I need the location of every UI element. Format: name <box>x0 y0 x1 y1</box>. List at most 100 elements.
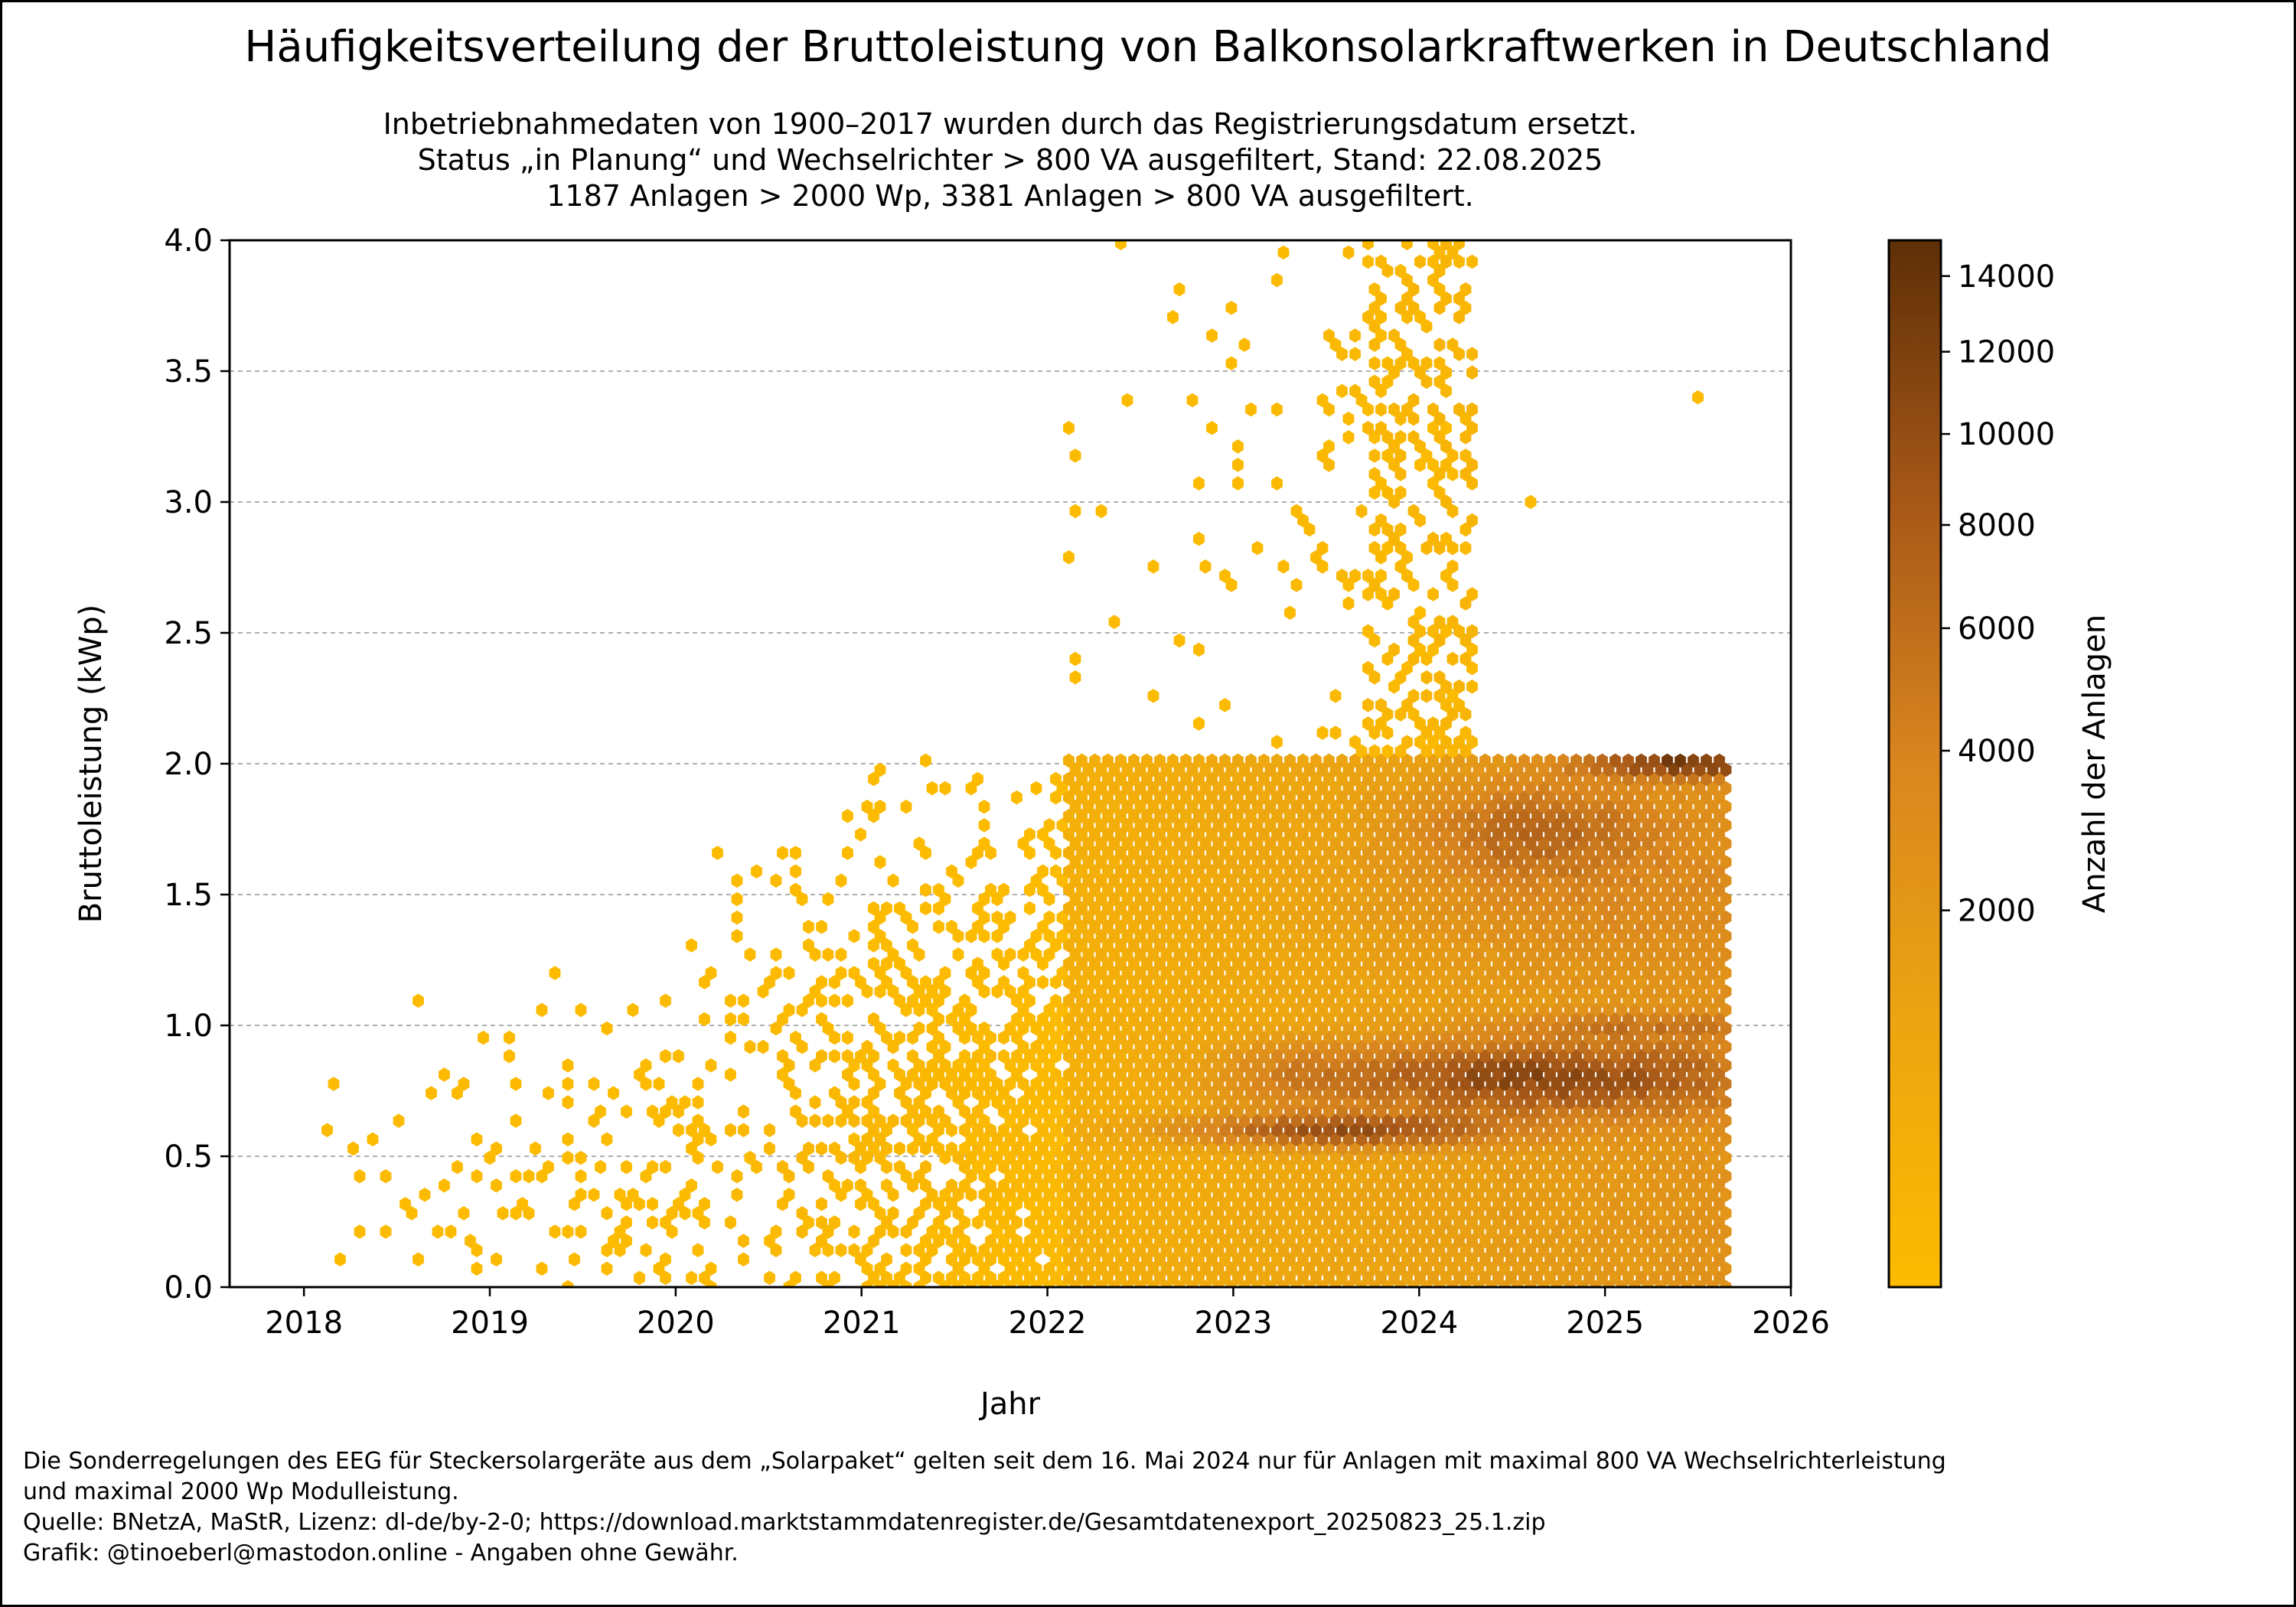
hexbin-cell <box>1173 818 1186 833</box>
hexbin-cell <box>1629 1150 1641 1165</box>
hexbin-cell <box>1011 1012 1022 1027</box>
hexbin-cell <box>1577 1002 1589 1018</box>
hexbin-cell <box>1303 1113 1316 1128</box>
hexbin-cell <box>1459 725 1472 740</box>
hexbin-cell <box>1069 670 1081 685</box>
hexbin-cell <box>1531 809 1543 823</box>
hexbin-cell <box>1642 818 1654 833</box>
hexbin-cell <box>588 1077 600 1091</box>
hexbin-cell <box>1362 1048 1374 1064</box>
hexbin-cell <box>1102 1270 1114 1286</box>
hexbin-cell <box>1394 836 1407 851</box>
hexbin-cell <box>1407 504 1420 519</box>
hexbin-cell <box>549 966 561 980</box>
hexbin-cell <box>1675 1197 1686 1211</box>
hexbin-cell <box>1564 1002 1576 1018</box>
hexbin-cell <box>1206 1141 1218 1156</box>
hexbin-cell <box>1655 1113 1667 1128</box>
hexbin-cell <box>1368 337 1381 352</box>
hexbin-cell <box>1251 1224 1264 1239</box>
hexbin-cell <box>1414 809 1426 823</box>
hexbin-cell <box>1499 855 1511 869</box>
hexbin-cell <box>1063 993 1075 1008</box>
hexbin-cell <box>1082 1021 1094 1036</box>
hexbin-cell <box>1186 393 1199 408</box>
hexbin-cell <box>1368 1058 1381 1073</box>
hexbin-cell <box>1141 827 1153 842</box>
hexbin-cell <box>1349 383 1361 399</box>
hexbin-cell <box>1238 855 1251 869</box>
hexbin-cell <box>1531 1178 1543 1193</box>
hexbin-cell <box>1551 1150 1563 1165</box>
hexbin-cell <box>1655 1150 1667 1165</box>
hexbin-cell <box>1681 1132 1693 1147</box>
hexbin-cell <box>972 1270 983 1286</box>
hexbin-cell <box>1414 771 1426 787</box>
hexbin-cell <box>1186 781 1199 796</box>
hexbin-cell <box>1649 1178 1660 1193</box>
hexbin-cell <box>1577 855 1589 869</box>
hexbin-cell <box>1492 1234 1504 1248</box>
hexbin-cell <box>1375 421 1387 435</box>
hexbin-cell <box>978 1206 990 1221</box>
hexbin-cell <box>1206 882 1218 898</box>
hexbin-cell <box>1102 1048 1114 1064</box>
hexbin-cell <box>1564 1188 1576 1202</box>
hexbin-cell <box>1446 1021 1459 1036</box>
hexbin-cell <box>1714 1178 1725 1193</box>
hexbin-cell <box>1551 966 1563 980</box>
hexbin-cell <box>1564 910 1576 925</box>
hexbin-cell <box>1642 947 1654 962</box>
hexbin-cell <box>965 1077 977 1091</box>
hexbin-cell <box>803 938 814 953</box>
hexbin-cell <box>1420 799 1433 814</box>
hexbin-cell <box>1329 725 1342 740</box>
hexbin-cell <box>1362 957 1374 971</box>
hexbin-cell <box>1193 975 1205 989</box>
hexbin-cell <box>1466 827 1478 842</box>
hexbin-cell <box>1616 762 1628 777</box>
hexbin-cell <box>1297 864 1309 878</box>
hexbin-cell <box>1069 1039 1081 1054</box>
hexbin-cell <box>1212 855 1225 869</box>
hexbin-cell <box>1401 1030 1413 1045</box>
hexbin-cell <box>1544 753 1556 768</box>
hexbin-cell <box>1193 716 1205 731</box>
hexbin-cell <box>1362 698 1374 712</box>
hexbin-cell <box>1720 799 1732 814</box>
hexbin-cell <box>1375 1141 1387 1156</box>
hexbin-cell <box>1720 910 1732 925</box>
hexbin-cell <box>1694 1224 1706 1239</box>
hexbin-cell <box>1245 753 1257 768</box>
hexbin-cell <box>1277 1113 1290 1128</box>
hexbin-cell <box>1479 1086 1491 1100</box>
hexbin-cell <box>1655 818 1667 833</box>
hexbin-cell <box>1466 365 1478 380</box>
x-tick-label: 2019 <box>451 1305 529 1341</box>
hexbin-cell <box>1590 892 1602 907</box>
hexbin-cell <box>1251 873 1264 888</box>
hexbin-cell <box>1069 910 1081 925</box>
hexbin-cell <box>1238 337 1251 352</box>
hexbin-cell <box>1310 1123 1322 1138</box>
hexbin-cell <box>1134 1113 1146 1128</box>
hexbin-cell <box>1564 836 1576 851</box>
hexbin-cell <box>1238 892 1251 907</box>
hexbin-cell <box>1069 892 1081 907</box>
hexbin-cell <box>907 1215 918 1230</box>
hexbin-cell <box>1095 1206 1107 1221</box>
hexbin-cell <box>1141 1215 1153 1230</box>
hexbin-cell <box>1662 1270 1673 1286</box>
hexbin-cell <box>1264 1021 1277 1036</box>
hexbin-cell <box>1141 975 1153 989</box>
hexbin-cell <box>1629 1261 1641 1276</box>
hexbin-cell <box>1160 910 1172 925</box>
hexbin-cell <box>1440 1123 1452 1138</box>
hexbin-cell <box>1675 864 1686 878</box>
hexbin-cell <box>1381 1077 1394 1091</box>
hexbin-cell <box>1206 846 1218 860</box>
hexbin-cell <box>1544 1178 1556 1193</box>
hexbin-cell <box>868 1104 879 1119</box>
hexbin-cell <box>1310 1270 1322 1286</box>
hexbin-cell <box>1557 864 1569 878</box>
